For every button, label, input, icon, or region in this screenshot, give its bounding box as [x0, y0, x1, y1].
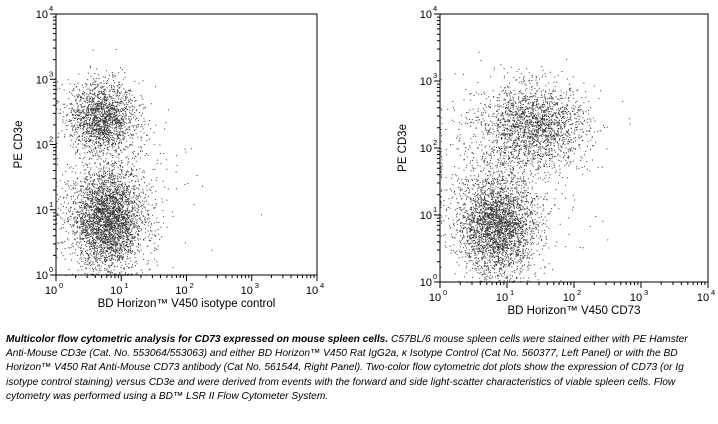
y-tick-label: 10: [420, 9, 432, 21]
y-tick-exponent: 0: [433, 272, 437, 281]
y-tick-exponent: 3: [433, 71, 437, 80]
population-2-points: [441, 58, 631, 195]
y-tick-label: 10: [36, 74, 48, 86]
population-2-dots: [441, 58, 631, 195]
y-axis-title: PE CD3e: [397, 124, 409, 172]
x-tick-label: 10: [45, 285, 57, 297]
y-tick-exponent: 2: [49, 135, 53, 144]
event-dots: [56, 49, 262, 276]
y-axis-title: PE CD3e: [13, 121, 25, 169]
axis-ticks: [434, 13, 709, 288]
x-tick-exponent: 4: [711, 288, 715, 297]
x-tick-label: 10: [563, 292, 575, 304]
y-tick-exponent: 4: [433, 4, 437, 13]
x-tick-label: 10: [496, 292, 508, 304]
x-tick-exponent: 1: [124, 281, 128, 290]
tick-marks: [434, 13, 709, 288]
event-dots: [440, 51, 631, 283]
y-tick-label: 10: [36, 205, 48, 217]
x-axis-title: BD Horizon™ V450 CD73: [508, 305, 641, 317]
x-tick-exponent: 3: [255, 281, 259, 290]
x-tick-exponent: 2: [190, 281, 194, 290]
x-tick-exponent: 3: [644, 288, 648, 297]
caption-body: C57BL/6 mouse spleen cells were stained …: [6, 334, 688, 402]
y-tick-label: 10: [36, 9, 48, 21]
plot-frame: [55, 13, 318, 276]
y-tick-exponent: 4: [49, 4, 53, 13]
y-tick-label: 10: [420, 143, 432, 155]
x-tick-label: 10: [241, 285, 253, 297]
x-tick-label: 10: [630, 292, 642, 304]
figure-caption: Multicolor flow cytometric analysis for …: [6, 333, 706, 404]
x-tick-label: 10: [306, 285, 318, 297]
x-tick-label: 10: [110, 285, 122, 297]
y-tick-exponent: 1: [49, 200, 53, 209]
x-tick-label: 10: [429, 292, 441, 304]
y-tick-label: 10: [36, 270, 48, 282]
x-tick-exponent: 2: [577, 288, 581, 297]
x-tick-exponent: 4: [320, 281, 324, 290]
x-tick-exponent: 0: [59, 281, 63, 290]
population-2-dots: [56, 49, 152, 172]
y-tick-label: 10: [420, 76, 432, 88]
population-2-points: [56, 49, 152, 172]
x-tick-label: 10: [175, 285, 187, 297]
y-tick-exponent: 3: [49, 69, 53, 78]
tick-marks: [50, 13, 318, 281]
population-1-dots: [56, 135, 186, 276]
y-tick-label: 10: [420, 277, 432, 289]
x-tick-label: 10: [697, 292, 709, 304]
y-tick-label: 10: [36, 140, 48, 152]
x-tick-exponent: 0: [443, 288, 447, 297]
y-tick-exponent: 2: [433, 138, 437, 147]
plot-frame: [439, 13, 709, 283]
axis-ticks: [50, 13, 318, 281]
y-tick-label: 10: [420, 210, 432, 222]
x-axis-title: BD Horizon™ V450 isotype control: [98, 298, 276, 310]
x-tick-exponent: 1: [510, 288, 514, 297]
caption-lead: Multicolor flow cytometric analysis for …: [6, 334, 389, 345]
population-1-points: [440, 152, 584, 283]
y-tick-exponent: 1: [433, 205, 437, 214]
population-1-points: [56, 135, 186, 276]
population-1-dots: [440, 152, 584, 283]
y-tick-exponent: 0: [49, 265, 53, 274]
